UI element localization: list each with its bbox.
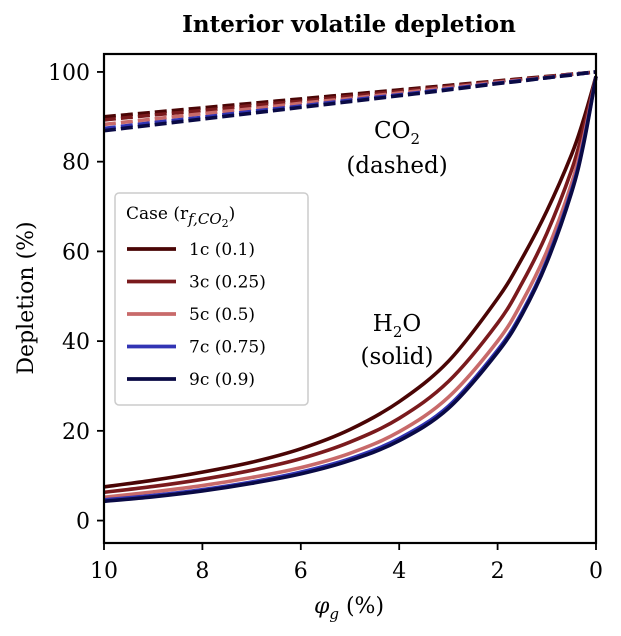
h2o-annotation-sub: 2	[393, 323, 403, 341]
x-tick-label: 10	[90, 559, 118, 584]
x-axis-label: φg (%)	[314, 594, 384, 623]
co2-annotation-sub: 2	[410, 130, 420, 148]
y-axis-label: Depletion (%)	[14, 221, 39, 374]
y-tick-label: 80	[62, 151, 90, 176]
y-tick-label: 40	[62, 330, 90, 355]
legend-title-prefix: Case (r	[126, 204, 189, 224]
legend-label-7c: 7c (0.75)	[189, 338, 266, 358]
legend-label-5c: 5c (0.5)	[189, 305, 255, 325]
h2o-annotation: H2O	[373, 311, 421, 341]
legend-title: Case (rf,CO2)	[126, 204, 235, 230]
x-tick-label: 0	[589, 559, 603, 584]
h2o-annotation-line2: (solid)	[360, 344, 433, 370]
x-axis-label-symbol: φ	[314, 594, 330, 619]
legend: Case (rf,CO2) 1c (0.1) 3c (0.25) 5c (0.5) 7…	[114, 192, 309, 406]
h2o-annotation-post: O	[402, 311, 421, 337]
x-axis-label-sub: g	[329, 605, 339, 623]
legend-title-suffix: )	[229, 204, 236, 224]
legend-title-sub2: 2	[222, 217, 229, 230]
legend-label-1c: 1c (0.1)	[189, 240, 255, 260]
co2-line-9c	[103, 70, 597, 133]
y-tick-label: 100	[48, 61, 90, 86]
chart-title: Interior volatile depletion	[182, 11, 516, 38]
y-tick-label: 0	[76, 510, 90, 535]
h2o-line-9c	[103, 76, 598, 504]
plot-frame	[102, 52, 598, 545]
legend-entries: 1c (0.1) 3c (0.25) 5c (0.5) 7c (0.75) 9c (0.…	[127, 240, 266, 390]
legend-frame	[114, 192, 309, 406]
legend-label-3c: 3c (0.25)	[189, 273, 266, 293]
x-tick-label: 2	[491, 559, 505, 584]
co2-annotation: CO2	[374, 118, 420, 148]
co2-annotation-main: CO	[374, 118, 410, 144]
x-tick-label: 8	[195, 559, 209, 584]
x-tick-label: 6	[294, 559, 308, 584]
legend-title-sub: f,CO	[187, 210, 222, 228]
y-tick-label: 20	[62, 420, 90, 445]
h2o-line-5c	[103, 76, 598, 500]
legend-label-9c: 9c (0.9)	[189, 370, 255, 390]
co2-annotation-line2: (dashed)	[346, 153, 447, 179]
h2o-line-1c	[103, 75, 598, 489]
y-tick-label: 60	[62, 240, 90, 265]
x-axis-label-unit: (%)	[339, 594, 384, 619]
series-layer	[103, 70, 598, 504]
h2o-annotation-pre: H	[373, 311, 393, 337]
x-tick-label: 4	[392, 559, 406, 584]
h2o-line-3c	[103, 76, 598, 495]
